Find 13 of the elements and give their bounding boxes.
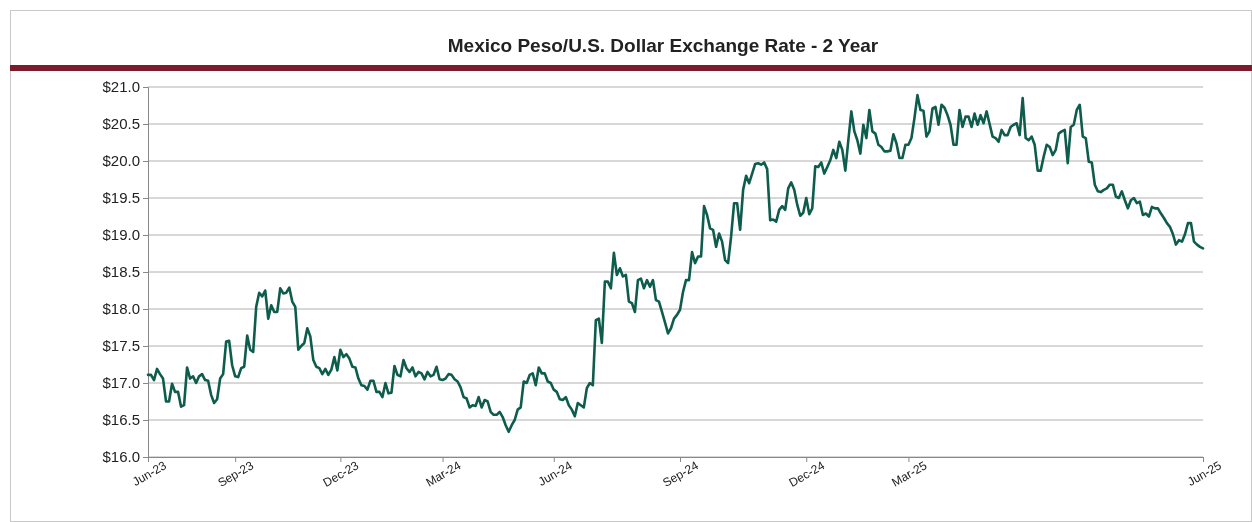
y-tick-label: $21.0 <box>102 78 140 96</box>
y-tick-label: $17.5 <box>102 337 140 355</box>
y-tick-label: $20.5 <box>102 115 140 133</box>
y-tick-label: $19.5 <box>102 189 140 207</box>
y-tick-label: $18.0 <box>102 300 140 318</box>
y-tick-label: $17.0 <box>102 374 140 392</box>
y-tick-label: $16.5 <box>102 411 140 429</box>
y-tick-label: $20.0 <box>102 152 140 170</box>
y-tick-label: $16.0 <box>102 448 140 466</box>
chart-title: Mexico Peso/U.S. Dollar Exchange Rate - 2 Year <box>447 35 879 56</box>
line-series <box>146 93 1205 434</box>
y-tick-label: $19.0 <box>102 226 140 244</box>
y-tick-label: $18.5 <box>102 263 140 281</box>
